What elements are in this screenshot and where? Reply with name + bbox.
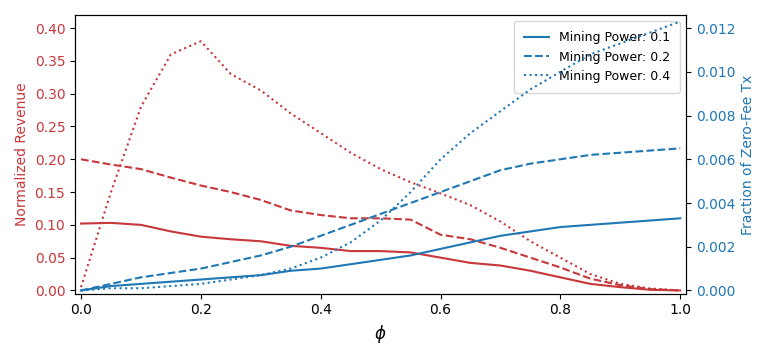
Legend: Mining Power: 0.1, Mining Power: 0.2, Mining Power: 0.4: Mining Power: 0.1, Mining Power: 0.2, Mi… — [514, 21, 680, 93]
Y-axis label: Fraction of Zero-Fee Tx: Fraction of Zero-Fee Tx — [741, 74, 755, 235]
Y-axis label: Normalized Revenue: Normalized Revenue — [15, 82, 29, 226]
X-axis label: $\phi$: $\phi$ — [374, 323, 387, 345]
